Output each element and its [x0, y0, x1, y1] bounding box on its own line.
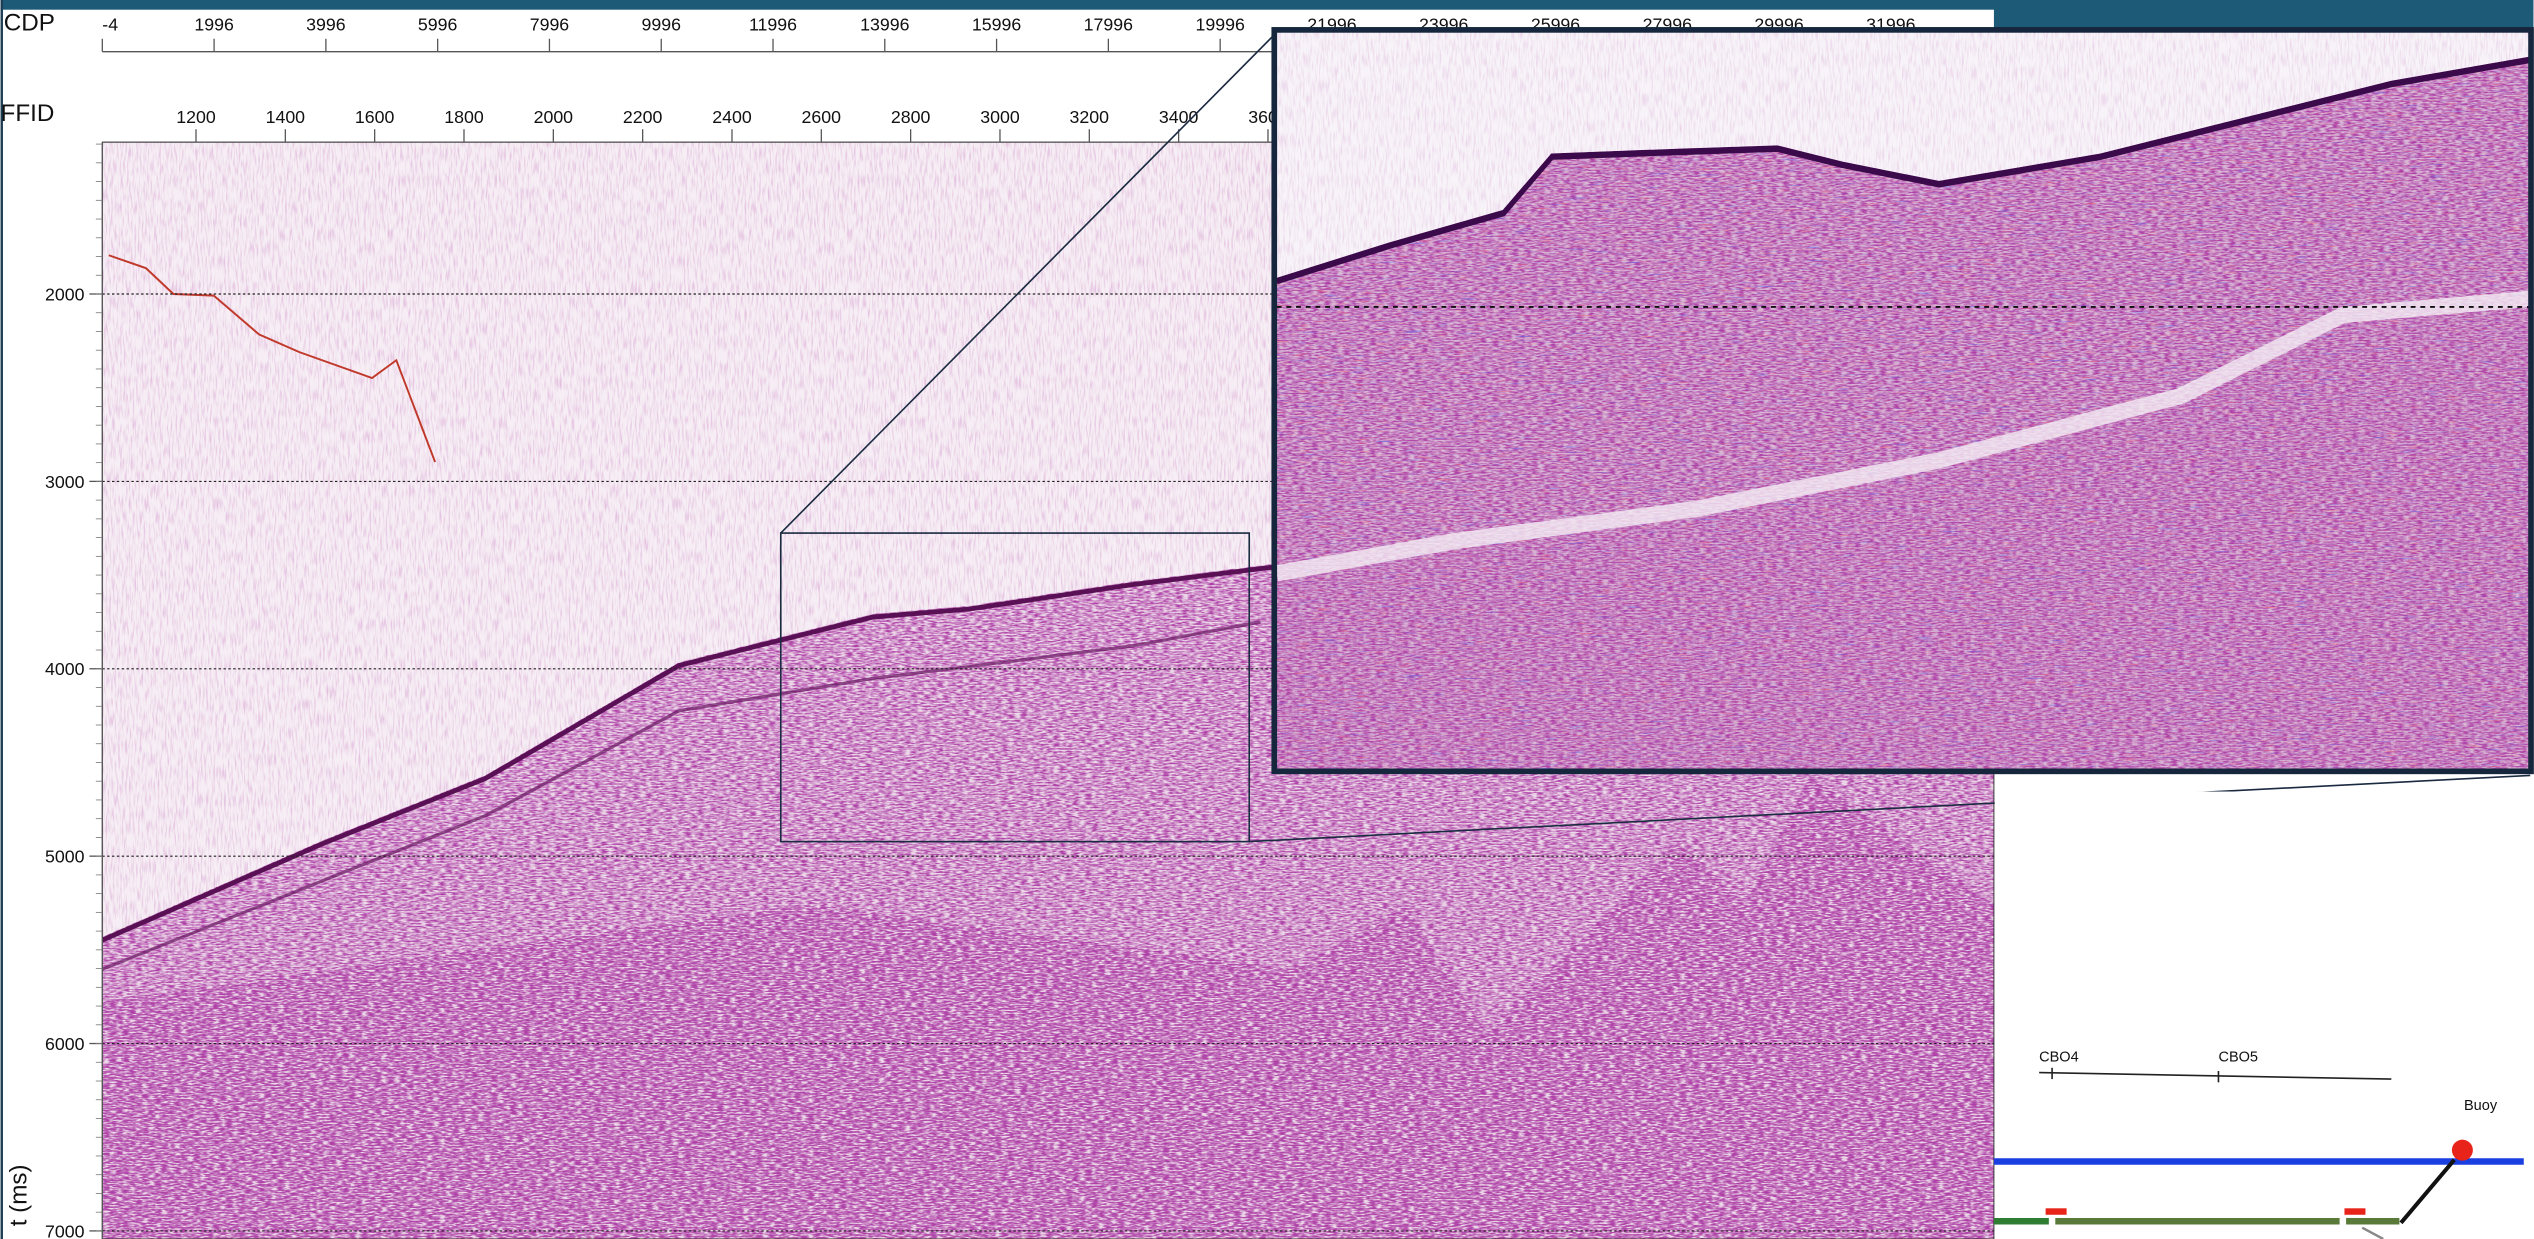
ffid-tick-label: 2600 [802, 107, 842, 127]
inset-box [779, 532, 1251, 843]
time-tick-label: 6000 [45, 1034, 85, 1054]
seafloor-reflector [102, 485, 1994, 943]
zoom-panel [1271, 27, 2534, 775]
top-band [0, 0, 2534, 10]
diagram-background [1994, 791, 2533, 1239]
ffid-tick-label: 2200 [623, 107, 663, 127]
connector [780, 31, 1278, 534]
connector [1249, 774, 2531, 843]
float [2045, 1208, 2067, 1215]
top-band-right [1993, 0, 2534, 30]
cdp-tick-label: -4 [102, 15, 118, 35]
station-label: CBO4 [2039, 1049, 2079, 1065]
survey-diagram: CBO4 CBO5 Buoy [1993, 791, 2533, 1239]
cdp-tick-label: 13996 [860, 15, 909, 35]
time-tick-label: 4000 [45, 659, 85, 679]
cdp-tick-label: 7996 [530, 15, 570, 35]
time-label: t (ms) [5, 1164, 32, 1226]
cdp-tick-label: 15996 [972, 15, 1021, 35]
buoy-label: Buoy [2464, 1098, 2498, 1114]
ffid-tick-label: 3200 [1070, 107, 1110, 127]
ffid-tick-label: 2800 [891, 107, 931, 127]
time-tick-label: 2000 [45, 284, 85, 304]
time-tick-label: 3000 [45, 472, 85, 492]
station-label: CBO5 [2218, 1049, 2258, 1065]
zoom-bright-band [1276, 290, 2531, 582]
cdp-tick-label: 1996 [194, 15, 234, 35]
cdp-tick-label: 5996 [418, 15, 458, 35]
cdp-tick-label: 11996 [749, 15, 797, 35]
zoom-seafloor [1276, 56, 2531, 285]
cdp-tick-label: 3996 [306, 15, 346, 35]
tow-line [2361, 1226, 2384, 1239]
ffid-label: FFID [1, 100, 55, 127]
ffid-tick-label: 1800 [444, 107, 484, 127]
zoom-frame [1271, 27, 2534, 775]
cdp-label: CDP [4, 10, 55, 37]
reflector [102, 620, 1261, 971]
cdp-tick-label: 9996 [641, 15, 681, 35]
cdp-tick-label: 17996 [1084, 15, 1133, 35]
ffid-tick-label: 3000 [980, 107, 1020, 127]
cdp-tick-label: 19996 [1195, 15, 1244, 35]
time-tick-label: 5000 [45, 847, 85, 867]
float [2344, 1208, 2366, 1215]
left-edge [0, 0, 3, 1239]
ffid-tick-label: 1400 [266, 107, 306, 127]
ffid-tick-label: 2400 [712, 107, 752, 127]
red-trace [108, 254, 436, 463]
time-tick-label: 7000 [45, 1221, 85, 1239]
ffid-tick-label: 1200 [176, 107, 216, 127]
tow-line [2399, 1158, 2456, 1225]
buoy [2451, 1139, 2473, 1161]
station-line [2039, 1071, 2392, 1080]
ffid-tick-label: 1600 [355, 107, 395, 127]
ffid-tick-label: 2000 [534, 107, 574, 127]
